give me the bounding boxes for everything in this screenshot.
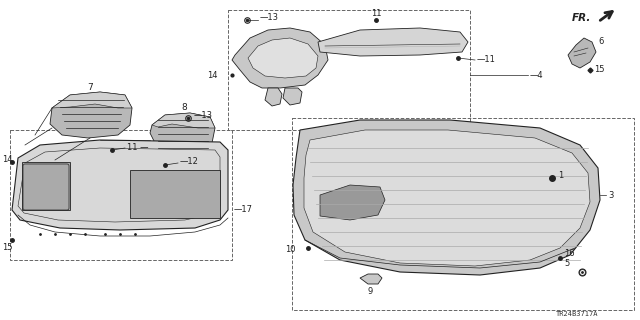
Polygon shape — [360, 274, 382, 284]
Text: 15: 15 — [594, 66, 605, 75]
Text: —4: —4 — [530, 70, 543, 79]
Text: —11: —11 — [477, 55, 496, 65]
Text: 1: 1 — [558, 172, 563, 180]
Text: TR24B3717A: TR24B3717A — [556, 311, 598, 317]
Polygon shape — [318, 28, 468, 56]
Text: 9: 9 — [367, 287, 372, 297]
Polygon shape — [150, 113, 215, 150]
Text: 8: 8 — [181, 103, 187, 113]
Text: —13: —13 — [194, 111, 213, 121]
Text: 14: 14 — [2, 156, 13, 164]
Text: 10: 10 — [285, 245, 296, 254]
Text: —12: —12 — [180, 157, 199, 166]
Polygon shape — [22, 162, 70, 210]
Text: FR.: FR. — [572, 13, 591, 23]
Text: 5: 5 — [564, 259, 569, 268]
Text: 14: 14 — [207, 70, 218, 79]
Polygon shape — [50, 92, 132, 138]
Polygon shape — [130, 170, 220, 218]
Polygon shape — [320, 185, 385, 220]
Text: 15: 15 — [2, 244, 13, 252]
Text: 11 —: 11 — — [127, 142, 148, 151]
Text: 3: 3 — [608, 190, 613, 199]
Text: —17: —17 — [234, 205, 253, 214]
Text: —13: —13 — [260, 13, 279, 22]
Text: 11: 11 — [371, 10, 381, 19]
Polygon shape — [248, 38, 318, 78]
Polygon shape — [283, 88, 302, 105]
Polygon shape — [232, 28, 328, 88]
Text: 16: 16 — [564, 249, 575, 258]
Polygon shape — [568, 38, 596, 68]
Polygon shape — [152, 113, 215, 128]
Text: 7: 7 — [87, 84, 93, 92]
Polygon shape — [52, 92, 132, 108]
Polygon shape — [265, 88, 282, 106]
FancyBboxPatch shape — [23, 164, 69, 210]
Polygon shape — [304, 130, 590, 266]
Polygon shape — [12, 140, 228, 230]
Polygon shape — [293, 120, 600, 275]
Text: 6: 6 — [598, 37, 604, 46]
